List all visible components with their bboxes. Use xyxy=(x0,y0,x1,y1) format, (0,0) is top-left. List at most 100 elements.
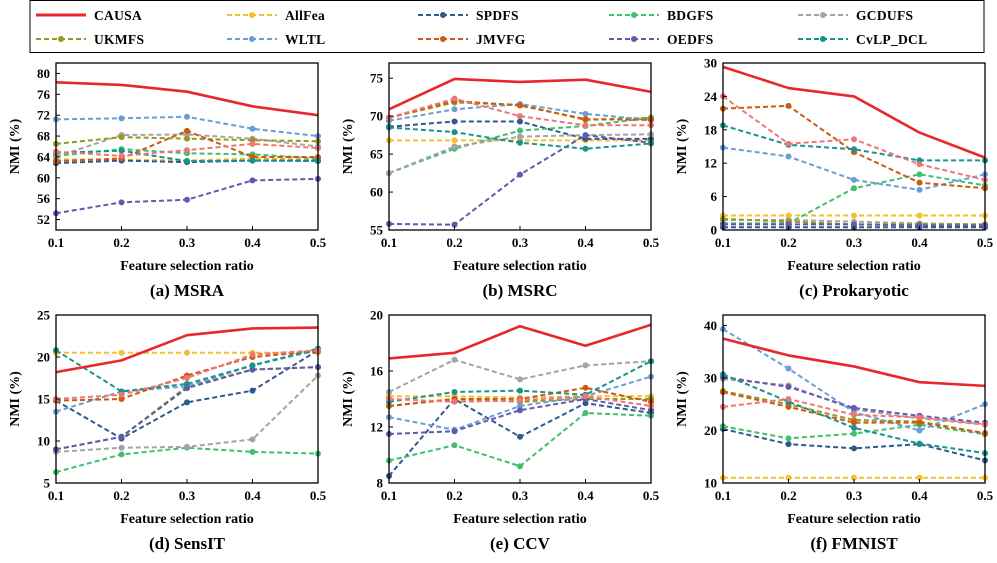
data-point-spdfs xyxy=(451,118,458,125)
y-tick-label: 20 xyxy=(370,308,383,323)
y-tick-label: 30 xyxy=(704,371,717,386)
data-point-gcdufs xyxy=(517,133,523,140)
data-point-bdgfs xyxy=(582,410,589,416)
panel-title: (b) MSRC xyxy=(482,281,557,300)
y-tick-label: 64 xyxy=(37,149,51,164)
data-point-wltl xyxy=(785,153,792,160)
y-tick-label: 40 xyxy=(704,318,717,333)
data-point-jmvfg xyxy=(184,127,190,134)
data-point-oedfs xyxy=(184,385,190,392)
x-tick-label: 0.3 xyxy=(512,235,529,250)
plot-frame xyxy=(55,62,319,231)
x-tick-label: 0.2 xyxy=(113,488,129,503)
y-tick-label: 60 xyxy=(37,170,50,185)
legend-label-wltl: WLTL xyxy=(285,32,325,47)
data-point-jmvfg xyxy=(785,403,792,410)
legend-marker-gcdufs xyxy=(820,12,826,18)
data-point-cvlp-dcl xyxy=(582,145,589,152)
data-point-bdgfs xyxy=(916,171,923,178)
data-point-oedfs xyxy=(517,171,523,178)
data-point-wltl xyxy=(249,125,256,132)
x-axis-label: Feature selection ratio xyxy=(787,512,920,527)
data-point-cvlp-dcl xyxy=(851,146,857,153)
y-tick-label: 72 xyxy=(37,108,50,123)
legend-label-allfea: AllFea xyxy=(285,8,325,23)
y-tick-label: 24 xyxy=(704,89,718,104)
data-point-cvlp-dcl xyxy=(249,362,256,369)
x-tick-label: 0.3 xyxy=(846,235,863,250)
data-point-wltl xyxy=(184,113,190,120)
x-tick-label: 0.2 xyxy=(113,235,129,250)
data-point-jmvfg xyxy=(582,116,589,123)
series-line-oedfs xyxy=(388,134,652,226)
data-point-ukmfs xyxy=(118,134,125,141)
y-tick-label: 80 xyxy=(37,66,50,81)
x-tick-label: 0.2 xyxy=(446,235,462,250)
series-line-extra xyxy=(55,349,319,400)
y-tick-label: 16 xyxy=(370,364,384,379)
legend-label-oedfs: OEDFS xyxy=(667,32,714,47)
data-point-oedfs xyxy=(249,177,256,184)
data-point-oedfs xyxy=(118,433,125,440)
data-point-allfea xyxy=(785,474,792,481)
data-point-oedfs xyxy=(451,221,458,228)
x-tick-label: 0.4 xyxy=(244,235,261,250)
legend-label-ukmfs: UKMFS xyxy=(94,32,144,47)
data-point-extra xyxy=(851,411,857,418)
data-point-gcdufs xyxy=(517,376,523,383)
x-axis-label: Feature selection ratio xyxy=(120,259,253,274)
x-tick-label: 0.5 xyxy=(643,235,660,250)
data-point-oedfs xyxy=(851,221,857,228)
data-point-oedfs xyxy=(916,222,923,229)
data-point-wltl xyxy=(517,403,523,409)
data-point-extra xyxy=(249,140,256,147)
series-line-bdgfs xyxy=(55,446,319,474)
panel-title: (e) CCV xyxy=(490,534,551,553)
data-point-extra xyxy=(118,391,125,398)
series-line-cvlp-dcl xyxy=(55,347,319,393)
data-point-extra xyxy=(785,396,792,402)
legend-marker-cvlp-dcl xyxy=(820,36,826,42)
data-point-allfea xyxy=(851,474,857,481)
panel-title: (d) SensIT xyxy=(149,534,226,553)
y-axis-label: NMI (%) xyxy=(675,371,690,427)
data-point-bdgfs xyxy=(118,451,125,458)
data-point-cvlp-dcl xyxy=(184,380,190,387)
y-tick-label: 20 xyxy=(704,423,717,438)
data-point-wltl xyxy=(118,115,125,122)
data-point-spdfs xyxy=(582,400,589,407)
data-point-extra xyxy=(916,414,923,421)
y-axis-label: NMI (%) xyxy=(341,371,356,427)
data-point-allfea xyxy=(451,137,458,144)
x-tick-label: 0.1 xyxy=(48,235,64,250)
data-point-oedfs xyxy=(582,132,589,139)
data-point-extra xyxy=(916,161,923,168)
data-point-extra xyxy=(118,152,125,159)
x-tick-label: 0.2 xyxy=(780,235,796,250)
y-tick-label: 12 xyxy=(704,156,717,171)
x-axis-label: Feature selection ratio xyxy=(787,259,920,274)
data-point-jmvfg xyxy=(517,102,523,109)
y-tick-label: 8 xyxy=(377,476,384,491)
x-axis-label: Feature selection ratio xyxy=(453,512,586,527)
series-line-gcdufs xyxy=(388,358,652,393)
data-point-allfea xyxy=(851,212,857,219)
data-point-spdfs xyxy=(785,441,792,448)
data-point-bdgfs xyxy=(451,442,458,449)
y-tick-label: 65 xyxy=(370,147,384,162)
data-point-gcdufs xyxy=(451,356,458,363)
x-tick-label: 0.5 xyxy=(310,488,327,503)
data-point-wltl xyxy=(785,365,792,372)
data-point-spdfs xyxy=(851,445,857,452)
x-tick-label: 0.5 xyxy=(977,488,994,503)
data-point-extra xyxy=(184,147,190,154)
data-point-wltl xyxy=(916,186,923,193)
legend-marker-allfea xyxy=(249,12,255,18)
y-tick-label: 25 xyxy=(37,308,51,323)
data-point-extra xyxy=(517,113,523,120)
data-point-wltl xyxy=(916,427,923,434)
y-tick-label: 0 xyxy=(711,223,718,238)
y-axis-label: NMI (%) xyxy=(8,118,23,174)
data-point-wltl xyxy=(582,110,589,117)
